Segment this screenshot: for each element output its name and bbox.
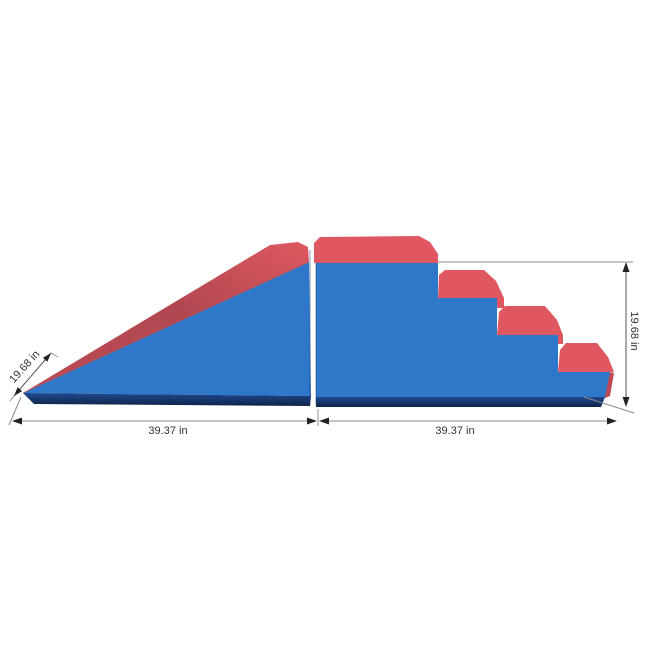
width-extension-left [8,396,22,426]
slide-depth-label: 19.68 in [7,348,42,385]
foam-stairs [314,236,614,407]
arrow-depth-lower-icon [14,387,23,396]
slide-ramp-seam [22,261,310,394]
foam-slide [22,242,311,406]
slide-base-edge [23,393,311,406]
stairs-height-label: 19.68 in [628,311,640,350]
stairs-width-label: 39.37 in [435,425,474,437]
arrow-depth-upper-icon [42,353,51,362]
stairs-front-face [316,263,610,397]
slide-side-face [23,262,311,396]
stairs-step1-tread [314,236,438,263]
arrow-right-icon [607,417,617,425]
depth-extension-upper [50,352,59,358]
stairs-base-edge [316,397,605,407]
arrow-mid-right-icon [307,417,317,425]
slide-ramp-surface [23,242,309,393]
width-extension-right [583,396,635,414]
slide-depth-dimension-line [13,352,52,397]
arrow-down-icon [622,397,630,407]
slide-width-label: 39.37 in [148,425,187,437]
arrow-up-icon [622,262,630,272]
depth-extension-lower [9,395,15,402]
arrow-left-icon [12,417,22,425]
stairs-step3-tread [497,306,563,344]
stairs-step4-tread [558,343,614,372]
arrow-mid-left-icon [319,417,329,425]
